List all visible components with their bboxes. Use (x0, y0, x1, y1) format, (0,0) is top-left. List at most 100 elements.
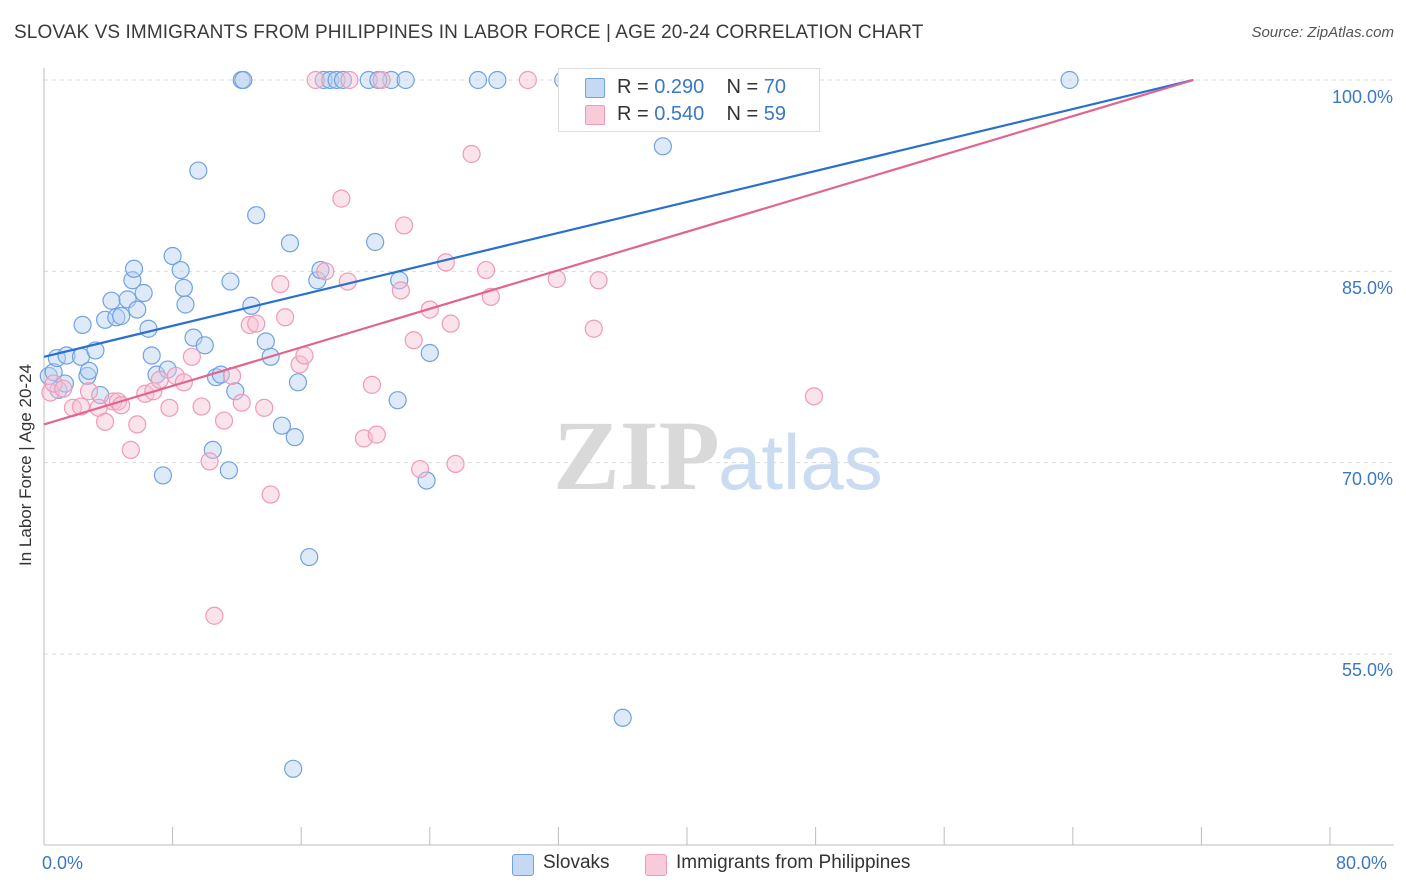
slovaks-point (247, 206, 266, 225)
philippines-point (192, 397, 211, 416)
philippines-point (271, 274, 290, 294)
slovaks-point (174, 278, 193, 298)
slovaks-point (171, 260, 190, 280)
slovaks-point (206, 368, 226, 387)
gridlines (44, 79, 1394, 655)
slovaks-point (653, 137, 672, 156)
slovaks-point (142, 346, 161, 365)
y-tick-label: 85.0% (1341, 278, 1393, 298)
slovaks-point (300, 547, 319, 567)
philippines-point (182, 347, 201, 366)
slovaks-point (221, 272, 240, 291)
slovaks-point (388, 391, 407, 410)
philippines-point (589, 271, 608, 290)
philippines-point (214, 411, 234, 430)
slovaks-point (203, 440, 222, 460)
slovaks-point (123, 271, 142, 290)
philippines-point (804, 387, 824, 406)
slovaks-point (321, 70, 340, 90)
philippines-point (150, 370, 169, 389)
r-value: 0.540 (654, 103, 705, 125)
r-label: R = (617, 103, 655, 125)
r-value: 0.290 (654, 76, 705, 98)
philippines-point (306, 70, 325, 90)
philippines-point (518, 70, 537, 90)
philippines-point (79, 382, 99, 401)
slovaks-point (280, 234, 300, 253)
slovaks-point (112, 306, 131, 326)
philippines-point (255, 398, 274, 417)
slovaks-swatch (585, 78, 605, 98)
slovaks-point (79, 361, 99, 380)
slovaks-point (488, 70, 507, 90)
philippines-point (446, 454, 465, 474)
slovaks-point (288, 373, 308, 392)
philippines-point (394, 216, 414, 235)
slovaks-trend-line (43, 78, 1194, 358)
legend-label: Immigrants from Philippines (676, 852, 911, 873)
slovaks-point (124, 259, 144, 278)
watermark-atlas: atlas (718, 418, 883, 506)
chart-title: SLOVAK VS IMMIGRANTS FROM PHILIPPINES IN… (14, 22, 924, 43)
y-axis-label: In Labor Force | Age 20-24 (16, 364, 35, 566)
n-label: N = (726, 76, 764, 98)
slovaks-point (417, 471, 436, 490)
philippines-point (44, 374, 63, 393)
slovaks-point (256, 332, 275, 351)
philippines-point (160, 398, 179, 417)
philippines-point (290, 355, 309, 374)
philippines-point (411, 459, 430, 479)
slovaks-point (284, 759, 303, 778)
philippines-point (372, 70, 391, 90)
slovaks-point (163, 246, 182, 266)
philippines-point (232, 393, 251, 412)
philippines-point (441, 314, 460, 333)
slovaks-point (396, 70, 415, 90)
n-value: 70 (763, 76, 787, 98)
slovaks-point (468, 70, 488, 90)
philippines-point (340, 70, 359, 90)
r-label: R = (617, 76, 655, 98)
slovaks-point (176, 295, 195, 314)
philippines-point (367, 425, 386, 444)
n-value: 59 (763, 103, 787, 125)
slovaks-point (134, 283, 153, 303)
slovaks-point (420, 343, 439, 363)
philippines-point (95, 412, 115, 431)
philippines-point (404, 331, 423, 350)
philippines-point (362, 375, 382, 394)
slovaks-point (234, 70, 253, 90)
slovaks-point (226, 382, 245, 401)
slovaks-point (102, 291, 121, 310)
philippines-point (128, 415, 147, 434)
slovaks-point (285, 428, 304, 447)
slovaks-point (73, 315, 92, 335)
slovaks-point (219, 461, 238, 480)
slovaks-point (382, 70, 401, 90)
y-tick-label: 70.0% (1341, 469, 1393, 489)
slovaks-point (366, 232, 385, 252)
source-label: Source: ZipAtlas.com (1251, 24, 1394, 41)
slovaks-swatch (512, 854, 534, 876)
slovaks-point (195, 336, 214, 355)
philippines-point (276, 308, 295, 327)
correlation-legend: R = 0.290 N = 70 R = 0.540 N = 59 (558, 68, 820, 132)
slovaks-points (39, 70, 1079, 778)
slovaks-point (189, 161, 208, 180)
philippines-point (462, 144, 481, 164)
philippines-point (261, 485, 280, 504)
y-tick-label: 100.0% (1331, 87, 1393, 107)
slovaks-point (613, 708, 632, 727)
trend-lines (43, 78, 1194, 426)
philippines-point (240, 315, 259, 335)
slovaks-point (1060, 70, 1079, 90)
legend-label: Slovaks (543, 852, 610, 873)
philippines-point (54, 379, 73, 398)
philippines-swatch (645, 854, 667, 876)
slovaks-point (128, 300, 147, 319)
slovaks-point (327, 70, 346, 90)
philippines-point (295, 346, 314, 365)
slovaks-point (153, 466, 173, 485)
